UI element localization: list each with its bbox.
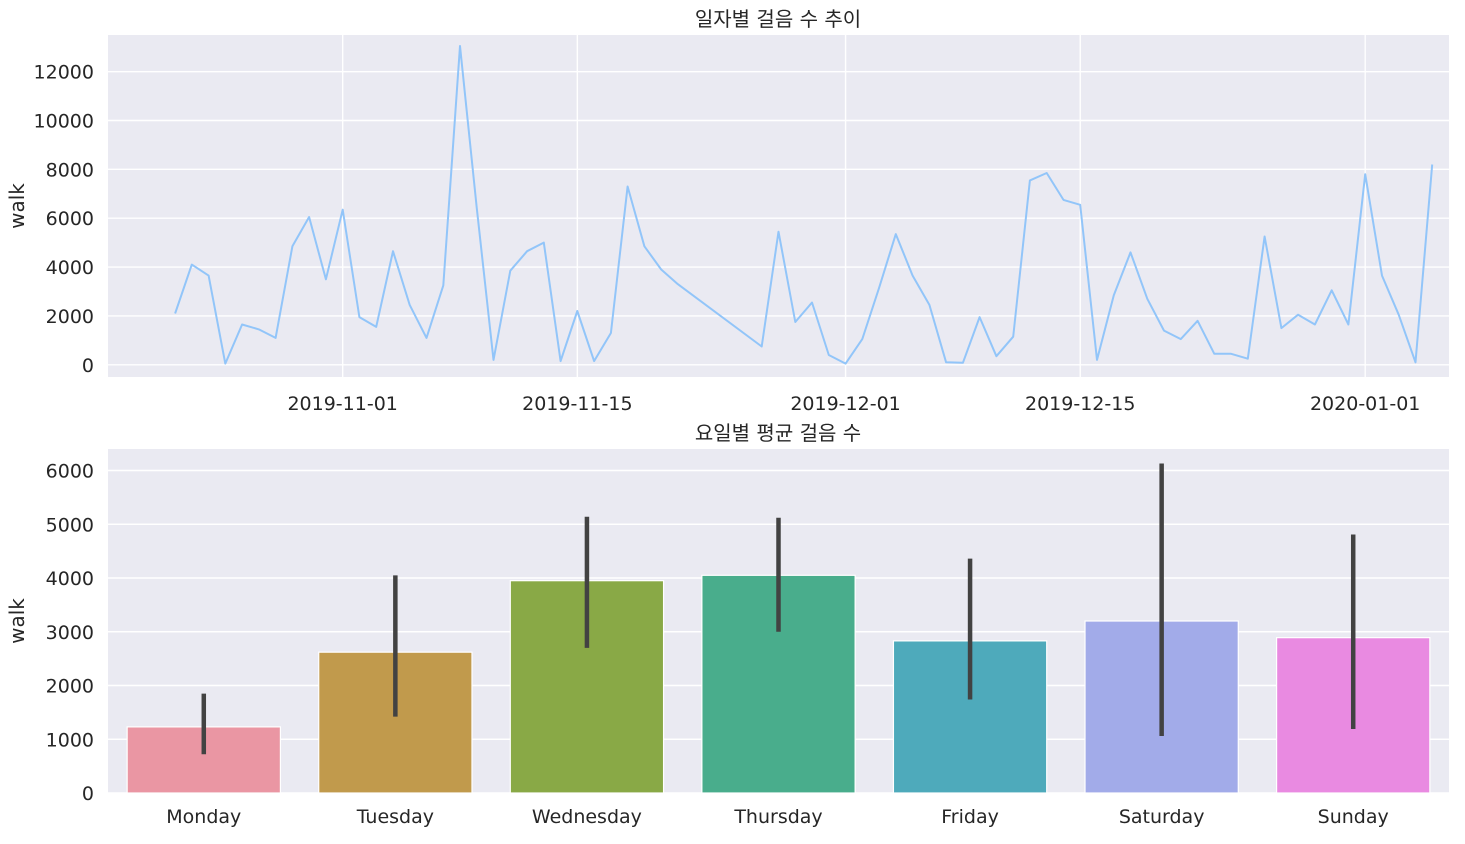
line-x-tick-label: 2020-01-01: [1310, 393, 1420, 415]
line-x-tick-label: 2019-11-01: [287, 393, 397, 415]
line-chart-title: 일자별 걸음 수 추이: [695, 7, 861, 31]
line-x-tick-label: 2019-12-15: [1025, 393, 1135, 415]
line-chart: 0 2000 4000 6000 8000 10000 12000 2019-11-01 201…: [5, 7, 1449, 415]
bar-y-tick-label: 5000: [46, 514, 94, 536]
line-y-axis-label: walk: [5, 183, 29, 229]
bar-x-tick-label: Friday: [941, 806, 999, 828]
bar-x-tick-label: Sunday: [1318, 806, 1389, 828]
line-y-tick-label: 4000: [46, 257, 94, 279]
line-y-tick-label: 6000: [46, 208, 94, 230]
line-plot-area: [108, 35, 1449, 377]
line-y-tick-label: 10000: [34, 111, 94, 133]
error-bars: [201, 463, 1356, 755]
bar-y-tick-label: 3000: [46, 622, 94, 644]
bar-x-tick-label: Monday: [166, 806, 241, 828]
bar-x-tick-label: Thursday: [733, 806, 822, 828]
bar-chart: 0 1000 2000 3000 4000 5000 6000 Monday Tuesday We…: [5, 421, 1449, 828]
line-y-tick-label: 8000: [46, 159, 94, 181]
line-y-tick-label: 0: [82, 355, 94, 377]
bar-y-tick-label: 4000: [46, 568, 94, 590]
bar-y-tick-label: 6000: [46, 461, 94, 483]
line-y-tick-label: 12000: [34, 62, 94, 84]
bar-tick-labels: 0 1000 2000 3000 4000 5000 6000 Monday Tuesday We…: [46, 461, 1389, 829]
bar-y-axis-label: walk: [5, 598, 29, 644]
walk-line: [174, 45, 1434, 365]
bar-y-tick-label: 1000: [46, 729, 94, 751]
bar-y-tick-label: 2000: [46, 676, 94, 698]
bar-y-tick-label: 0: [82, 783, 94, 805]
bar-chart-title: 요일별 평균 걸음 수: [695, 421, 861, 445]
bar-x-tick-label: Saturday: [1119, 806, 1205, 828]
bar-x-tick-label: Tuesday: [356, 806, 434, 828]
line-tick-labels: 0 2000 4000 6000 8000 10000 12000 2019-11-01 201…: [34, 62, 1421, 415]
line-grid: [108, 35, 1449, 377]
line-y-tick-label: 2000: [46, 306, 94, 328]
line-x-tick-label: 2019-11-15: [522, 393, 632, 415]
line-x-tick-label: 2019-12-01: [790, 393, 900, 415]
bar-x-tick-label: Wednesday: [532, 806, 642, 828]
